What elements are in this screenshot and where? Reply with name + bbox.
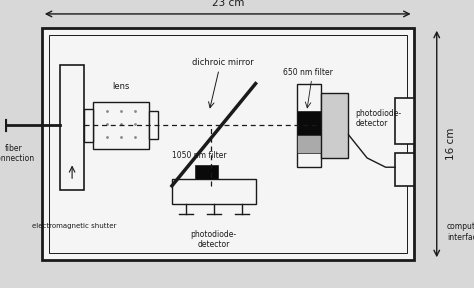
Text: 650 nm filter: 650 nm filter <box>283 68 333 77</box>
Text: computer
interface: computer interface <box>446 222 474 242</box>
Bar <box>93 102 149 149</box>
Bar <box>297 111 320 135</box>
Bar <box>172 179 255 204</box>
Bar <box>61 65 84 190</box>
Bar <box>297 84 320 167</box>
Text: fiber
connection: fiber connection <box>0 144 35 163</box>
Bar <box>395 153 413 186</box>
Text: electromagnetic shutter: electromagnetic shutter <box>32 223 117 229</box>
Bar <box>84 109 93 142</box>
Bar <box>195 165 219 179</box>
Bar <box>42 28 413 260</box>
Text: photodiode-
detector: photodiode- detector <box>191 230 237 249</box>
Bar <box>297 135 320 153</box>
Text: lens: lens <box>112 82 129 91</box>
Bar <box>395 98 413 144</box>
Bar <box>149 111 158 139</box>
Text: photodiode-
detector: photodiode- detector <box>356 109 401 128</box>
Text: dichroic mirror: dichroic mirror <box>192 58 254 67</box>
Bar <box>320 93 348 158</box>
Text: 16 cm: 16 cm <box>446 128 456 160</box>
Bar <box>49 35 407 253</box>
Text: 23 cm: 23 cm <box>211 0 244 8</box>
Text: 1050 nm filter: 1050 nm filter <box>172 151 227 160</box>
